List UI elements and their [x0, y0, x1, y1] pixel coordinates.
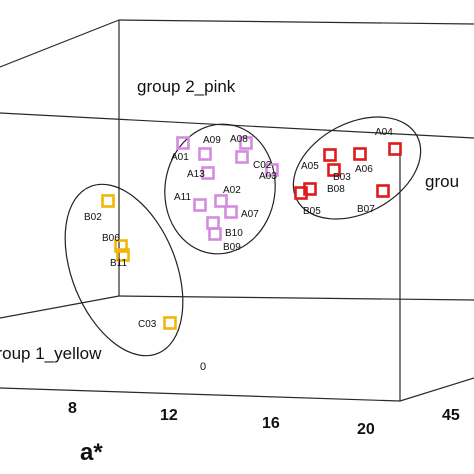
data-point-label: B09: [223, 242, 241, 253]
data-point-label: A11: [174, 192, 191, 203]
data-point-marker: [208, 227, 222, 241]
data-point-marker: [239, 136, 253, 150]
x-axis-title: a*: [80, 439, 103, 466]
origin-mark: 0: [200, 361, 206, 373]
data-point-label: A02: [223, 185, 241, 196]
data-point-marker: [224, 205, 238, 219]
data-point-marker: [323, 148, 337, 162]
group-3-label: grou: [425, 172, 459, 191]
data-point-marker: [193, 198, 207, 212]
data-point-marker: [294, 186, 308, 200]
data-point-marker: [206, 216, 220, 230]
x-axis-ticks: 8 12 16 20: [68, 400, 375, 438]
data-point-label: C02: [253, 160, 272, 171]
data-point-label: B08: [327, 184, 345, 195]
data-point-label: B06: [102, 233, 120, 244]
group-1-label: group 1_yellow: [0, 344, 102, 363]
data-point-marker: [198, 147, 212, 161]
group-2-label: group 2_pink: [137, 77, 236, 96]
x-tick-label: 16: [262, 415, 280, 432]
x-tick-label: 20: [357, 421, 375, 438]
data-point-marker: [116, 248, 130, 262]
data-point-label: B10: [225, 228, 243, 239]
data-point-label: A09: [203, 135, 221, 146]
x-tick-label: 8: [68, 400, 77, 417]
data-point-marker: [327, 163, 341, 177]
data-point-marker: [303, 182, 317, 196]
data-point-marker: [114, 239, 128, 253]
group-2-ellipse: [164, 123, 276, 255]
data-point-marker: [265, 163, 279, 177]
group-1-ellipse: [64, 183, 184, 357]
data-point-label: B05: [303, 206, 321, 217]
data-point-label: B03: [333, 172, 351, 183]
data-point-marker: [163, 316, 177, 330]
data-point-marker: [235, 150, 249, 164]
data-point-marker: [176, 136, 190, 150]
data-point-label: A05: [301, 161, 319, 172]
data-point-marker: [388, 142, 402, 156]
data-point-label: B07: [357, 204, 375, 215]
data-point-label: A13: [187, 169, 205, 180]
data-point-label: C03: [138, 319, 157, 330]
data-markers: [101, 136, 402, 330]
x-tick-label: 12: [160, 407, 178, 424]
data-point-label: A08: [230, 134, 248, 145]
data-point-label: B02: [84, 212, 102, 223]
y-tick-label: 45: [442, 407, 460, 424]
data-point-marker: [201, 166, 215, 180]
group-3-ellipse: [292, 116, 422, 220]
data-point-marker: [353, 147, 367, 161]
data-point-label: B11: [110, 258, 127, 269]
data-point-marker: [101, 194, 115, 208]
data-point-marker: [214, 194, 228, 208]
data-point-marker: [376, 184, 390, 198]
data-point-label: A06: [355, 164, 373, 175]
data-point-label: A04: [375, 127, 393, 138]
data-point-label: A03: [259, 171, 277, 182]
data-point-label: A01: [171, 152, 189, 163]
cluster-ellipses: [64, 116, 422, 357]
data-point-label: A07: [241, 209, 259, 220]
plot-box-frame: [0, 19, 474, 402]
